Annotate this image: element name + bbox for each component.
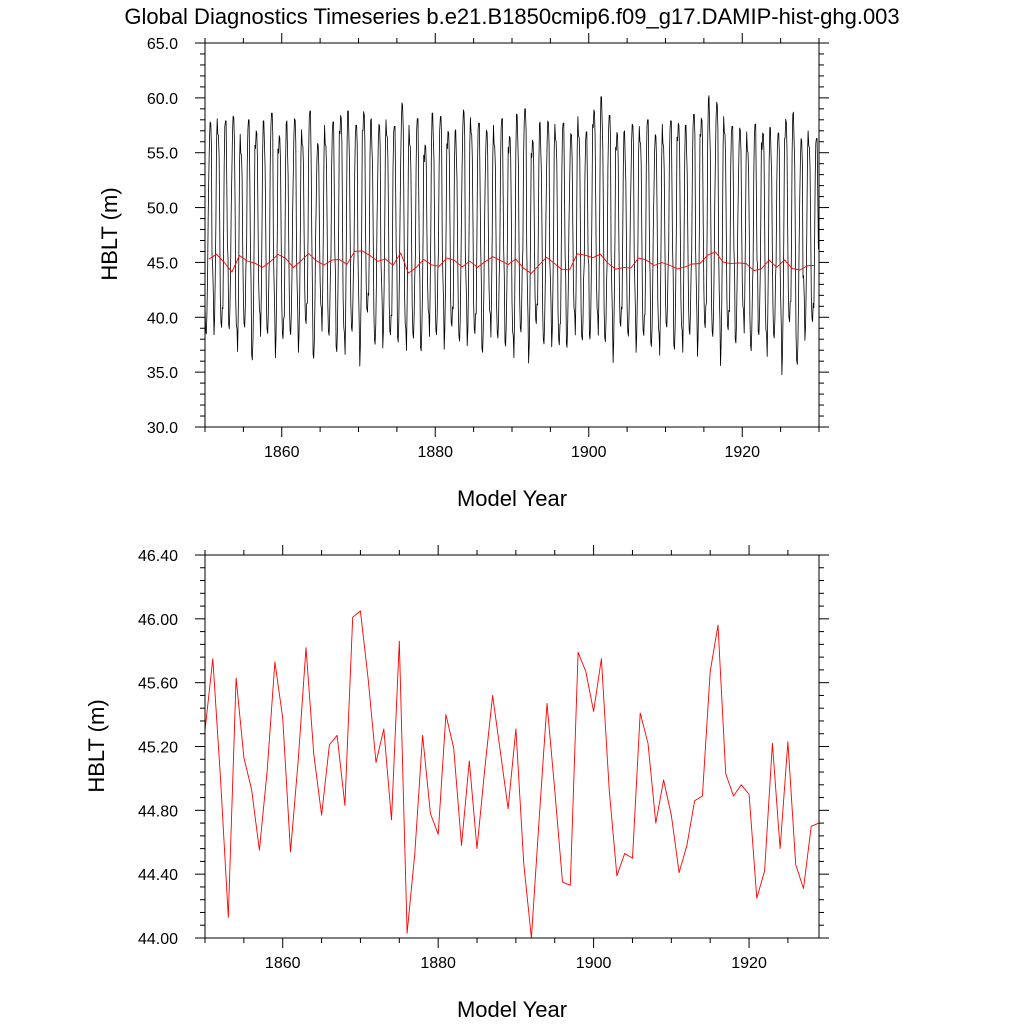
top-y-tick-label: 30.0 <box>147 420 178 437</box>
top-x-tick-label: 1900 <box>571 444 607 461</box>
figure-title: Global Diagnostics Timeseries b.e21.B185… <box>124 4 899 29</box>
bottom-y-tick-label: 45.20 <box>138 740 178 757</box>
top-series-monthly-line <box>204 95 819 376</box>
bottom-y-axis-title: HBLT (m) <box>84 699 109 792</box>
top-x-tick-label: 1880 <box>417 444 453 461</box>
bottom-x-tick-label: 1880 <box>420 955 456 972</box>
bottom-x-axis-title: Model Year <box>457 997 567 1022</box>
bottom-y-tick-label: 45.60 <box>138 676 178 693</box>
top-y-tick-label: 55.0 <box>147 146 178 163</box>
top-series-annual-mean-line <box>208 250 816 274</box>
bottom-x-tick-label: 1860 <box>265 955 301 972</box>
bottom-x-tick-label: 1920 <box>731 955 767 972</box>
bottom-series-annual-mean-line <box>204 610 820 939</box>
bottom-y-tick-label: 44.40 <box>138 867 178 884</box>
top-y-tick-label: 35.0 <box>147 365 178 382</box>
bottom-plot-frame <box>204 554 820 939</box>
bottom-y-tick-label: 44.00 <box>138 931 178 948</box>
top-y-axis-title: HBLT (m) <box>97 187 122 280</box>
top-x-tick-label: 1860 <box>264 444 300 461</box>
top-x-tick-label: 1920 <box>724 444 760 461</box>
top-y-tick-label: 45.0 <box>147 255 178 272</box>
bottom-annual-mean-plot: Model Year HBLT (m) 1860 1880 1900 1920 44.0… <box>84 545 829 1022</box>
top-timeseries-plot: Model Year HBLT (m) 1860 1880 1900 1920 30.0… <box>97 33 829 511</box>
bottom-y-tick-label: 44.80 <box>138 803 178 820</box>
top-y-tick-label: 40.0 <box>147 310 178 327</box>
top-y-tick-label: 65.0 <box>147 36 178 53</box>
top-y-tick-label: 50.0 <box>147 201 178 218</box>
bottom-y-tick-label: 46.40 <box>138 548 178 565</box>
bottom-x-tick-label: 1900 <box>576 955 612 972</box>
bottom-y-tick-label: 46.00 <box>138 612 178 629</box>
top-plot-frame <box>204 42 820 428</box>
top-x-axis-title: Model Year <box>457 486 567 511</box>
top-y-tick-label: 60.0 <box>147 91 178 108</box>
